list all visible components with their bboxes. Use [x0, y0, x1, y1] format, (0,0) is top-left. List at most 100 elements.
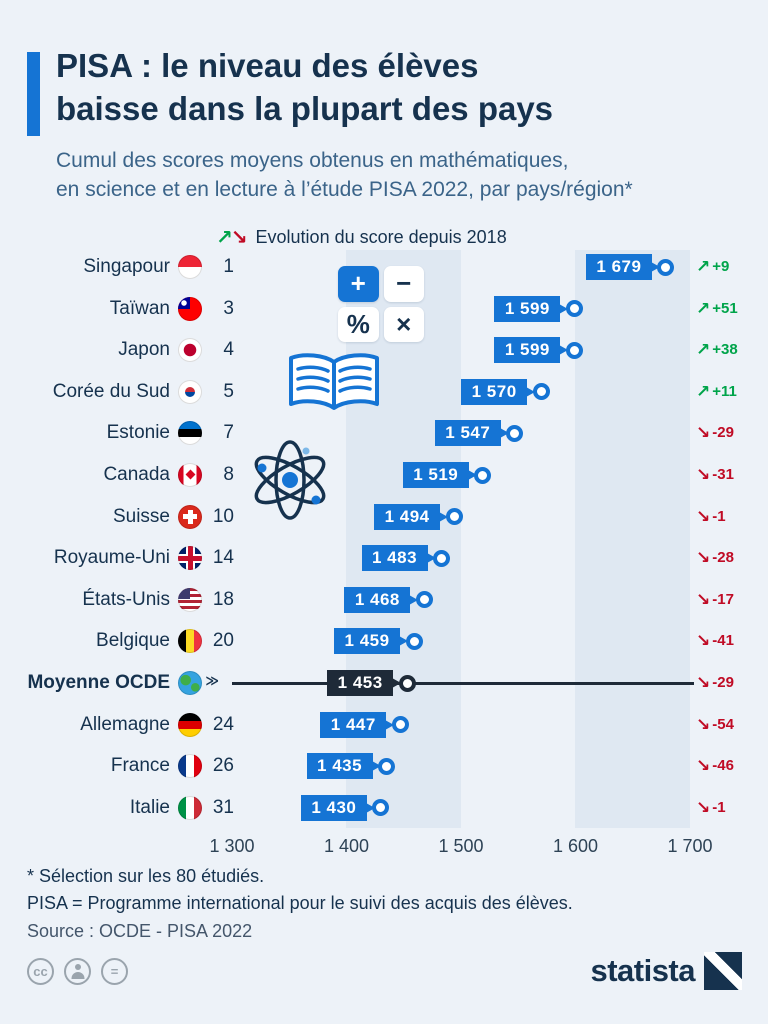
x-axis-label: 1 300: [209, 836, 255, 856]
data-point: [565, 341, 583, 359]
change-value: +51: [712, 299, 738, 317]
up-arrow-icon: ↗: [696, 298, 711, 319]
flag-france-icon: [178, 754, 202, 779]
down-arrow-icon: ↘: [696, 756, 711, 777]
data-point: [532, 383, 550, 401]
attribution-icon[interactable]: [64, 958, 91, 985]
change-value: -54: [712, 715, 734, 733]
flag-korea-icon: [178, 379, 202, 404]
page-title-line2: baisse dans la plupart des pays: [56, 90, 554, 127]
score-change: ↘ -28: [696, 547, 734, 569]
country-label: Moyenne OCDE: [27, 672, 170, 693]
calculator-icon: + − % ×: [338, 266, 424, 342]
legend-label: Evolution du score depuis 2018: [255, 226, 507, 247]
footnote-selection: * Sélection sur les 80 étudiés.: [27, 866, 265, 886]
x-axis-label: 1 700: [667, 836, 713, 856]
statista-logo-icon: [704, 952, 742, 990]
country-label: Suisse: [112, 505, 170, 527]
change-value: +9: [712, 258, 730, 275]
flag-italy-icon: [178, 795, 202, 820]
rank-label: 14: [212, 547, 234, 569]
flag-switzerland-icon: [178, 504, 202, 529]
value-badge: 1 430: [300, 794, 375, 821]
multiply-key-icon: ×: [383, 306, 424, 342]
down-arrow-icon: ↘: [230, 225, 248, 249]
value-badge: 1 494: [374, 503, 449, 530]
rank-label: 5: [223, 380, 234, 402]
flag-germany-icon: [178, 712, 202, 737]
rank-label: 3: [223, 297, 234, 319]
change-value: -46: [712, 757, 734, 775]
change-value: -1: [712, 507, 726, 525]
down-arrow-icon: ↘: [696, 589, 711, 610]
flag-uk-icon: [178, 546, 202, 571]
percent-key-icon: %: [338, 306, 379, 342]
data-point: [391, 716, 409, 734]
footnote-pisa-definition: PISA = Programme international pour le s…: [27, 893, 573, 913]
license-icons: cc =: [27, 958, 128, 985]
rank-label: 18: [212, 588, 234, 610]
score-change: ↘ -41: [696, 630, 734, 652]
rank-label: 1: [223, 256, 234, 277]
down-arrow-icon: ↘: [696, 506, 711, 527]
source-note: Source : OCDE - PISA 2022: [27, 921, 253, 941]
down-arrow-icon: ↘: [696, 714, 711, 735]
rank-label: 26: [212, 755, 234, 777]
oecd-average-line: [232, 681, 694, 685]
change-value: -29: [712, 424, 734, 442]
rank-label: 8: [223, 464, 234, 485]
value-badge: 1 570: [461, 378, 536, 405]
data-point: [433, 549, 451, 567]
flag-estonia-icon: [178, 421, 202, 446]
country-label: Corée du Sud: [52, 380, 170, 402]
score-change: ↘ -46: [696, 755, 734, 777]
country-label: Japon: [118, 339, 170, 361]
rank-label: 20: [212, 630, 234, 652]
down-arrow-icon: ↘: [696, 631, 711, 652]
page-subtitle-line1: Cumul des scores moyens obtenus en mathé…: [56, 149, 569, 172]
data-point: [415, 591, 433, 609]
chart-band: [575, 250, 690, 828]
open-book-icon: [286, 352, 382, 425]
cc-icon[interactable]: cc: [27, 958, 54, 985]
down-arrow-icon: ↘: [696, 673, 711, 693]
change-value: +38: [712, 341, 738, 359]
flag-globe-icon: [178, 671, 219, 695]
down-arrow-icon: ↘: [696, 797, 711, 818]
value-badge: 1 519: [402, 462, 477, 488]
data-point: [378, 757, 396, 775]
flag-japan-icon: [178, 338, 202, 363]
flag-usa-icon: [178, 587, 202, 612]
data-point: [398, 674, 416, 692]
statista-branding: statista: [590, 952, 742, 990]
change-value: -17: [712, 590, 734, 608]
down-arrow-icon: ↘: [696, 465, 711, 485]
score-change: ↗ +11: [696, 381, 737, 403]
no-derivatives-icon[interactable]: =: [101, 958, 128, 985]
value-badge: 1 547: [434, 420, 509, 447]
statista-wordmark: statista: [590, 953, 695, 988]
change-value: -1: [712, 798, 726, 816]
country-label: Singapour: [83, 256, 170, 277]
rank-label: 31: [212, 796, 234, 818]
change-value: -29: [712, 674, 734, 691]
up-arrow-icon: ↗: [696, 257, 711, 277]
country-label: Royaume-Uni: [53, 547, 170, 569]
change-value: -41: [712, 632, 734, 650]
country-label: États-Unis: [82, 588, 170, 610]
score-change: ↘ -29: [696, 672, 734, 694]
change-value: -28: [712, 549, 734, 567]
page-title: PISA : le niveau des élèves baisse dans …: [56, 44, 756, 130]
page-subtitle-line2: en science et en lecture à l’étude PISA …: [56, 178, 633, 201]
country-label: France: [110, 755, 170, 777]
data-point: [372, 799, 390, 817]
change-value: -31: [712, 466, 734, 483]
data-point: [405, 632, 423, 650]
country-label: Estonie: [106, 422, 170, 444]
score-change: ↘ -1: [696, 506, 726, 528]
rank-label: 24: [212, 713, 234, 735]
data-point: [565, 300, 583, 318]
